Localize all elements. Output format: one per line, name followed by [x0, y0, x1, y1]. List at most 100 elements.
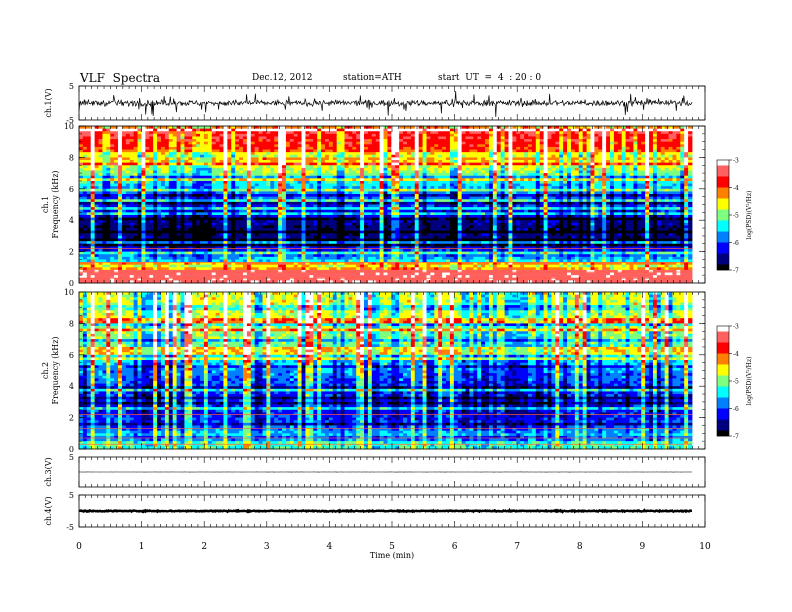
spectrogram-cell [231, 225, 235, 228]
spectrogram-cell [263, 233, 267, 236]
spectrogram-cell [376, 189, 380, 192]
spectrogram-cell [235, 152, 239, 155]
spectrogram-cell [95, 254, 99, 257]
spectrogram-cell [138, 163, 142, 166]
spectrogram-cell [212, 239, 216, 242]
spectrogram-cell [126, 236, 130, 239]
spectrogram-cell [141, 142, 145, 145]
spectrogram-cell [345, 218, 349, 221]
spectrogram-cell [227, 212, 231, 215]
spectrogram-cell [255, 178, 259, 181]
spectrogram-cell [352, 129, 356, 132]
spectrogram-cell [251, 181, 255, 184]
spectrogram-cell [102, 239, 106, 242]
spectrogram-cell [220, 136, 224, 139]
spectrogram-cell [368, 212, 372, 215]
spectrogram-cell [380, 246, 384, 249]
spectrogram-cell [130, 218, 134, 221]
spectrogram-cell [223, 202, 227, 205]
spectrogram-cell [134, 176, 138, 179]
spectrogram-cell [149, 173, 153, 176]
spectrogram-cell [83, 205, 87, 208]
spectrogram-cell [337, 165, 341, 168]
spectrogram-cell [270, 152, 274, 155]
spectrogram-cell [348, 275, 352, 278]
spectrogram-cell [110, 241, 114, 244]
spectrogram-cell [138, 207, 142, 210]
spectrogram-cell [395, 249, 399, 252]
spectrogram-cell [274, 210, 278, 213]
spectrogram-cell [387, 176, 391, 179]
spectrogram-cell [298, 267, 302, 270]
spectrogram-cell [341, 168, 345, 171]
spectrogram-cell [251, 239, 255, 242]
spectrogram-cell [95, 186, 99, 189]
spectrogram-cell [376, 205, 380, 208]
spectrogram-cell [141, 191, 145, 194]
spectrogram-cell [302, 173, 306, 176]
spectrogram-cell [376, 228, 380, 231]
spectrogram-cell [192, 207, 196, 210]
spectrogram-cell [247, 254, 251, 257]
spectrogram-cell [181, 134, 185, 137]
spectrogram-cell [192, 244, 196, 247]
spectrogram-cell [376, 220, 380, 223]
spectrogram-cell [212, 139, 216, 142]
spectrogram-cell [87, 252, 91, 255]
spectrogram-cell [372, 239, 376, 242]
spectrogram-cell [243, 197, 247, 200]
spectrogram-cell [102, 241, 106, 244]
spectrogram-cell [161, 210, 165, 213]
spectrogram-cell [309, 173, 313, 176]
spectrogram-cell [149, 220, 153, 223]
spectrogram-cell [302, 165, 306, 168]
spectrogram-cell [181, 265, 185, 268]
spectrogram-cell [118, 126, 122, 129]
spectrogram-cell [149, 189, 153, 192]
spectrogram-cell [91, 191, 95, 194]
spectrogram-cell [380, 168, 384, 171]
spectrogram-cell [106, 233, 110, 236]
spectrogram-cell [188, 223, 192, 226]
spectrogram-cell [196, 207, 200, 210]
spectrogram-cell [220, 155, 224, 158]
spectrogram-cell [149, 212, 153, 215]
spectrogram-cell [208, 259, 212, 262]
spectrogram-cell [83, 184, 87, 187]
spectrogram-cell [208, 134, 212, 137]
spectrogram-cell [79, 184, 83, 187]
spectrogram-cell [145, 215, 149, 218]
spectrogram-cell [118, 155, 122, 158]
spectrogram-cell [192, 218, 196, 221]
spectrogram-cell [263, 215, 267, 218]
spectrogram-cell [87, 205, 91, 208]
spectrogram-cell [368, 147, 372, 150]
spectrogram-cell [325, 212, 329, 215]
spectrogram-cell [177, 244, 181, 247]
spectrogram-cell [356, 257, 360, 260]
spectrogram-cell [317, 236, 321, 239]
spectrogram-cell [368, 165, 372, 168]
spectrogram-cell [141, 275, 145, 278]
spectrogram-cell [360, 155, 364, 158]
spectrogram-cell [372, 160, 376, 163]
spectrogram-cell [149, 165, 153, 168]
spectrogram-cell [231, 210, 235, 213]
spectrogram-cell [114, 220, 118, 223]
spectrogram-cell [212, 265, 216, 268]
spectrogram-cell [130, 142, 134, 145]
spectrogram-cell [141, 212, 145, 215]
spectrogram-cell [290, 207, 294, 210]
spectrogram-cell [223, 220, 227, 223]
spectrogram-cell [329, 223, 333, 226]
spectrogram-cell [79, 144, 83, 147]
spectrogram-cell [278, 157, 282, 160]
spectrogram-cell [145, 236, 149, 239]
spectrogram-cell [231, 236, 235, 239]
spectrogram-cell [341, 189, 345, 192]
spectrogram-cell [317, 270, 321, 273]
spectrogram-cell [184, 165, 188, 168]
spectrogram-cell [255, 267, 259, 270]
spectrogram-cell [200, 144, 204, 147]
spectrogram-cell [282, 220, 286, 223]
